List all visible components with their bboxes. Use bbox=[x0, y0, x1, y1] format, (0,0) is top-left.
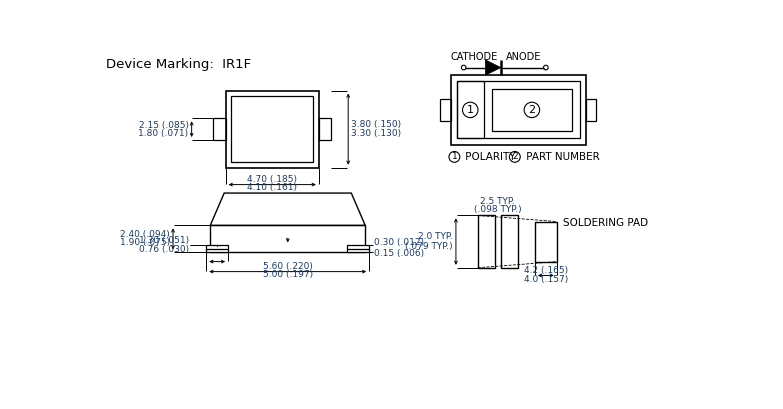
Bar bbox=[456, 81, 580, 138]
Text: 2.40 (.094): 2.40 (.094) bbox=[121, 230, 170, 239]
Text: 2: 2 bbox=[512, 153, 518, 162]
Text: 1.80 (.071): 1.80 (.071) bbox=[139, 129, 189, 138]
Bar bbox=[211, 225, 365, 252]
Bar bbox=[440, 99, 450, 121]
Text: POLARITY: POLARITY bbox=[462, 152, 516, 162]
Bar bbox=[450, 75, 586, 144]
Text: 0.76 (.030): 0.76 (.030) bbox=[139, 245, 189, 254]
Bar bbox=[501, 216, 518, 268]
Polygon shape bbox=[485, 60, 501, 75]
Bar bbox=[535, 222, 557, 262]
Text: SOLDERING PAD: SOLDERING PAD bbox=[563, 218, 648, 229]
Text: 5.00 (.197): 5.00 (.197) bbox=[262, 270, 313, 279]
Text: 1.30 (.051): 1.30 (.051) bbox=[139, 236, 189, 245]
Text: 3.30 (.130): 3.30 (.130) bbox=[352, 129, 402, 138]
Text: 4.70 (.185): 4.70 (.185) bbox=[247, 175, 298, 184]
Text: 1: 1 bbox=[452, 153, 457, 162]
Text: 4.0 (.157): 4.0 (.157) bbox=[524, 275, 568, 284]
Text: ANODE: ANODE bbox=[506, 52, 541, 62]
Text: (.098 TYP.): (.098 TYP.) bbox=[474, 205, 521, 214]
Text: 5.60 (.220): 5.60 (.220) bbox=[263, 262, 312, 271]
Text: PART NUMBER: PART NUMBER bbox=[522, 152, 599, 162]
Text: 2.15 (.085): 2.15 (.085) bbox=[139, 121, 189, 130]
Bar bbox=[226, 91, 319, 168]
Text: CATHODE: CATHODE bbox=[451, 52, 498, 62]
Bar bbox=[207, 245, 228, 252]
Text: 0.30 (.012): 0.30 (.012) bbox=[373, 238, 424, 247]
Text: 2.0 TYP.: 2.0 TYP. bbox=[418, 232, 453, 241]
Text: 1: 1 bbox=[467, 105, 474, 115]
Bar bbox=[492, 89, 572, 131]
Bar bbox=[586, 99, 596, 121]
Bar bbox=[319, 118, 331, 140]
Text: 4.2 (.165): 4.2 (.165) bbox=[524, 266, 568, 275]
Text: (.079 TYP.): (.079 TYP.) bbox=[405, 242, 453, 251]
Bar bbox=[478, 216, 495, 268]
Text: 4.10 (.161): 4.10 (.161) bbox=[247, 183, 298, 192]
Text: 0.15 (.006): 0.15 (.006) bbox=[373, 249, 424, 258]
Text: 2: 2 bbox=[529, 105, 536, 115]
Text: 1.90 (.075): 1.90 (.075) bbox=[120, 238, 170, 247]
Bar bbox=[213, 118, 226, 140]
Text: Device Marking:  IR1F: Device Marking: IR1F bbox=[106, 58, 251, 71]
Bar bbox=[456, 81, 484, 138]
Bar bbox=[231, 96, 313, 162]
Text: 3.80 (.150): 3.80 (.150) bbox=[352, 120, 402, 129]
Bar bbox=[348, 245, 369, 252]
Text: 2.5 TYP.: 2.5 TYP. bbox=[481, 197, 515, 206]
